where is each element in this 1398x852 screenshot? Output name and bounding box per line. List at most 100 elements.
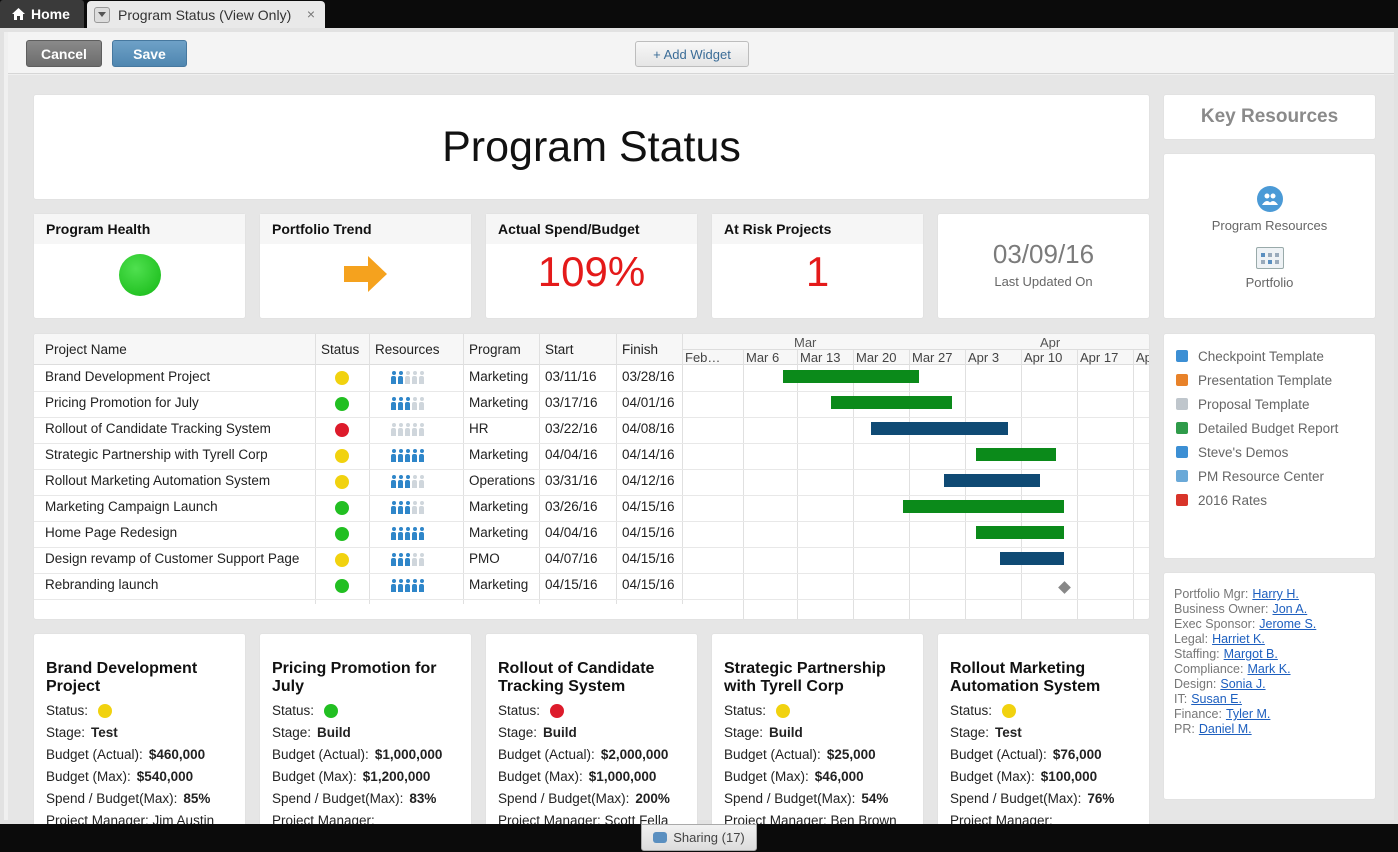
powerpoint-icon [1176, 374, 1188, 386]
column-header-project-name[interactable]: Project Name [45, 342, 127, 357]
person-icon [405, 579, 410, 592]
stage-value: Build [543, 725, 577, 740]
gantt-cell-name: Strategic Partnership with Tyrell Corp [45, 447, 268, 462]
budget-actual-label: Budget (Actual): [272, 747, 369, 762]
person-icon [398, 397, 403, 410]
resource-link[interactable]: Checkpoint Template [1164, 344, 1375, 368]
card-budget-actual-row: Budget (Actual): $2,000,000 [498, 747, 685, 762]
gantt-bar[interactable] [975, 448, 1057, 461]
gantt-bar[interactable] [975, 526, 1065, 539]
resource-link[interactable]: Detailed Budget Report [1164, 416, 1375, 440]
team-role: Exec Sponsor: [1174, 617, 1256, 631]
team-contacts: Portfolio Mgr: Harry H. Business Owner: Jon… [1164, 573, 1375, 799]
team-member-link[interactable]: Jon A. [1272, 602, 1308, 616]
team-member-link[interactable]: Mark K. [1247, 662, 1291, 676]
person-icon [398, 553, 403, 566]
portfolio-icon[interactable] [1255, 247, 1284, 269]
team-member-link[interactable]: Sonia J. [1220, 677, 1266, 691]
resource-icons [391, 371, 424, 384]
gantt-bar[interactable] [999, 552, 1065, 565]
person-icon [405, 397, 410, 410]
team-member-link[interactable]: Margot B. [1223, 647, 1278, 661]
card-stage-row: Stage: Build [724, 725, 911, 740]
stage-value: Test [995, 725, 1022, 740]
team-row: Legal: Harriet K. [1174, 632, 1365, 647]
resource-link[interactable]: PM Resource Center [1164, 464, 1375, 488]
column-header-resources[interactable]: Resources [375, 342, 440, 357]
resource-link[interactable]: Steve's Demos [1164, 440, 1375, 464]
resource-link[interactable]: Presentation Template [1164, 368, 1375, 392]
column-header-status[interactable]: Status [321, 342, 360, 357]
status-indicator [335, 397, 349, 411]
key-resources-links: Program Resources Portfolio [1164, 154, 1375, 318]
team-role: Staffing: [1174, 647, 1220, 661]
gantt-bar[interactable] [782, 370, 920, 383]
week-divider [909, 349, 910, 619]
project-card[interactable]: Strategic Partnership with Tyrell Corp St… [712, 634, 923, 834]
sharing-label: Sharing (17) [673, 830, 745, 845]
row-divider [34, 547, 1149, 548]
timeline-week: Feb… [685, 350, 721, 365]
team-member-link[interactable]: Daniel M. [1198, 722, 1252, 736]
team-member-link[interactable]: Tyler M. [1225, 707, 1271, 721]
person-icon [419, 449, 424, 462]
gantt-cell-program: Marketing [469, 369, 529, 384]
team-row: Design: Sonia J. [1174, 677, 1365, 692]
tab-program-status[interactable]: Program Status (View Only) × [87, 1, 325, 28]
people-icon[interactable] [1256, 186, 1283, 212]
budget-actual-label: Budget (Actual): [46, 747, 143, 762]
cancel-button[interactable]: Cancel [26, 40, 102, 67]
page-title: Program Status [34, 95, 1149, 199]
project-card[interactable]: Pricing Promotion for July Status: Stage: B… [260, 634, 471, 834]
project-card[interactable]: Rollout Marketing Automation System Statu… [938, 634, 1149, 834]
column-header-finish[interactable]: Finish [622, 342, 659, 357]
timeline-week: Mar 6 [746, 350, 780, 365]
gantt-bar[interactable] [903, 500, 1065, 513]
row-divider [34, 391, 1149, 392]
resource-link[interactable]: Proposal Template [1164, 392, 1375, 416]
resource-icons [391, 449, 424, 462]
person-icon [405, 527, 410, 540]
kpi-title: Program Health [34, 214, 245, 244]
tab-home[interactable]: Home [0, 0, 84, 28]
gantt-bar[interactable] [871, 422, 1008, 435]
resource-label: Proposal Template [1198, 396, 1310, 412]
status-indicator [335, 423, 349, 437]
resource-link[interactable]: 2016 Rates [1164, 488, 1375, 512]
gantt-bar[interactable] [943, 474, 1041, 487]
gantt-cell-program: Marketing [469, 499, 529, 514]
status-indicator [335, 371, 349, 385]
team-role: Design: [1174, 677, 1217, 691]
budget-max-label: Budget (Max): [724, 769, 809, 784]
row-divider [34, 521, 1149, 522]
team-member-link[interactable]: Susan E. [1191, 692, 1242, 706]
portfolio-link[interactable]: Portfolio [1245, 275, 1294, 290]
add-widget-button[interactable]: + Add Widget [635, 41, 749, 67]
gantt-cell-name: Brand Development Project [45, 369, 211, 384]
column-header-program[interactable]: Program [469, 342, 521, 357]
team-row: Finance: Tyler M. [1174, 707, 1365, 722]
card-budget-max-row: Budget (Max): $100,000 [950, 769, 1137, 784]
gantt-cell-finish: 04/08/16 [622, 421, 675, 436]
gantt-bar[interactable] [830, 396, 952, 409]
tab-dropdown-icon[interactable] [94, 6, 110, 23]
timeline-week: Apr 17 [1080, 350, 1119, 365]
gantt-cell-start: 04/04/16 [545, 447, 598, 462]
timeline-week: Apr 3 [968, 350, 1000, 365]
milestone-marker[interactable] [1058, 581, 1072, 594]
program-resources-link[interactable]: Program Resources [1211, 218, 1328, 233]
close-icon[interactable]: × [306, 6, 315, 22]
project-card[interactable]: Rollout of Candidate Tracking System Stat… [486, 634, 697, 834]
sharing-button[interactable]: Sharing (17) [641, 824, 757, 851]
person-icon [391, 449, 396, 462]
team-member-link[interactable]: Harry H. [1252, 587, 1299, 601]
save-button[interactable]: Save [112, 40, 187, 67]
person-icon [419, 527, 424, 540]
person-icon [412, 475, 417, 488]
project-card[interactable]: Brand Development Project Status: Stage: Te… [34, 634, 245, 834]
team-member-link[interactable]: Harriet K. [1212, 632, 1265, 646]
resource-list: Checkpoint Template Presentation Template… [1164, 334, 1375, 558]
person-icon [391, 397, 396, 410]
column-header-start[interactable]: Start [545, 342, 574, 357]
team-member-link[interactable]: Jerome S. [1259, 617, 1317, 631]
